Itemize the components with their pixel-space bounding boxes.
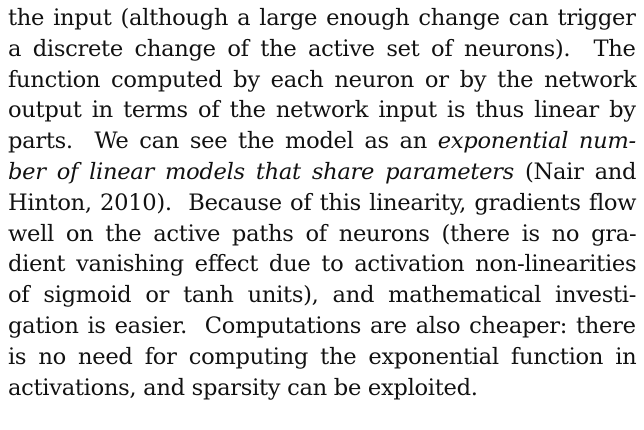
text-line: output in terms of the network input is … [8,95,636,126]
text-line: a discrete change of the active set of n… [8,34,636,65]
body-paragraph: the input (although a large enough chang… [8,3,637,404]
text-segment: is no need for computing the exponential… [8,343,637,370]
text-line: ber of linear models that share paramete… [8,157,636,188]
text-line: gation is easier. Computations are also … [8,311,636,342]
text-segment: output in terms of the network input is … [8,97,636,124]
text-segment: parts. We can see the model as an [8,128,438,155]
text-line: of sigmoid or tanh units), and mathemati… [8,280,636,311]
text-line: well on the active paths of neurons (the… [8,219,637,250]
text-line: parts. We can see the model as an expone… [8,126,636,157]
italic-text-segment: ber of linear models that share paramete… [8,158,514,185]
text-line: dient vanishing effect due to activation… [8,249,637,280]
text-line: Hinton, 2010). Because of this linearity… [8,188,637,219]
text-segment: well on the active paths of neurons (the… [8,220,637,247]
text-line: activations, and sparsity can be exploit… [8,373,636,404]
text-segment: (Nair and [513,158,637,185]
text-line: function computed by each neuron or by t… [8,65,637,96]
text-segment: the input (although a large enough chang… [8,5,636,31]
text-segment: Hinton, 2010). Because of this linearity… [8,189,637,216]
text-segment: of sigmoid or tanh units), and mathemati… [8,282,637,309]
text-line: is no need for computing the exponential… [8,342,637,373]
text-segment: a discrete change of the active set of n… [8,35,636,62]
text-segment: gation is easier. Computations are also … [8,312,636,339]
text-segment: activations, and sparsity can be exploit… [8,374,478,401]
text-segment: function computed by each neuron or by t… [8,66,637,93]
text-line: the input (although a large enough chang… [8,3,636,34]
text-segment: dient vanishing effect due to activation… [8,251,637,278]
italic-text-segment: exponential num- [437,128,636,155]
